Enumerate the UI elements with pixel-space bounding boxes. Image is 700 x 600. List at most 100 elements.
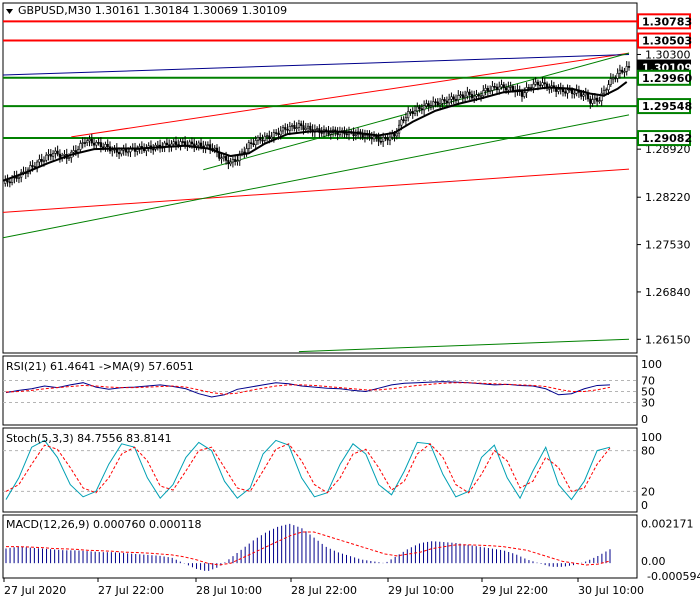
candle-body — [270, 136, 273, 140]
trend-line-red-lower — [2, 168, 630, 213]
candle-body — [234, 159, 237, 162]
candle-body — [491, 86, 494, 91]
candle-body — [404, 117, 408, 121]
candle-body — [377, 136, 380, 142]
time-axis-label: 29 Jul 22:00 — [482, 584, 548, 597]
candle-body — [172, 141, 175, 145]
stoch-axis-label: 80 — [641, 445, 655, 458]
candle-body — [466, 91, 469, 97]
level-tag-text: 1.30503 — [642, 35, 692, 48]
candle-body — [67, 157, 71, 159]
candle-body — [591, 99, 594, 104]
candle-body — [395, 132, 398, 137]
candle-body — [507, 86, 510, 91]
candle-body — [256, 136, 260, 141]
candle-body — [97, 142, 100, 144]
candle-body — [580, 92, 583, 97]
candle-body — [411, 111, 414, 115]
candle-body — [548, 88, 551, 90]
candle-body — [99, 142, 102, 148]
candle-body — [570, 89, 574, 94]
level-tag — [637, 69, 691, 86]
candle-body — [86, 140, 89, 143]
level-tag-text: 1.29960 — [642, 72, 692, 85]
candle-body — [623, 71, 626, 73]
candle-body — [90, 138, 93, 144]
candle-body — [31, 165, 34, 167]
candle-body — [452, 96, 455, 100]
candle-body — [454, 99, 458, 101]
candle-body — [354, 134, 357, 137]
candle-body — [290, 125, 294, 127]
candle-body — [450, 96, 453, 100]
candle-body — [40, 159, 43, 162]
candle-body — [199, 142, 203, 147]
candle-body — [520, 91, 524, 97]
trend-line-red-upper — [71, 52, 630, 138]
candle-body — [502, 84, 505, 89]
candle-body — [247, 142, 250, 149]
candle-body — [420, 108, 423, 111]
candle-body — [370, 136, 373, 140]
candle-body — [400, 119, 403, 126]
candle-body — [493, 86, 496, 88]
candle-body — [418, 106, 421, 109]
time-axis-label: 29 Jul 10:00 — [388, 584, 454, 597]
level-tag — [637, 98, 691, 115]
price-axis-label: 1.28220 — [645, 191, 691, 204]
candle-body — [250, 142, 253, 144]
stoch-axis-label: 0 — [641, 499, 648, 512]
candle-body — [484, 88, 487, 91]
candle-body — [254, 140, 257, 146]
candle-body — [206, 144, 209, 146]
candle-body — [188, 141, 191, 146]
level-tag — [637, 32, 691, 49]
rsi-axis-label: 30 — [641, 397, 655, 410]
macd-axis-label: 0.002171 — [641, 517, 694, 530]
candle-body — [409, 111, 412, 113]
candle-body — [416, 106, 419, 112]
candle-body — [470, 94, 474, 99]
candle-body — [432, 101, 435, 106]
candle-body — [259, 136, 262, 141]
candle-body — [79, 143, 82, 150]
candle-body — [425, 103, 428, 107]
candle-body — [220, 157, 223, 160]
candle-body — [316, 128, 319, 130]
rsi-axis-label: 50 — [641, 386, 655, 399]
candle-body — [293, 125, 296, 129]
candle-body — [300, 123, 303, 126]
candle-body — [582, 94, 585, 97]
candle-body — [475, 94, 478, 97]
candle-body — [611, 77, 615, 80]
candle-body — [557, 89, 560, 92]
candle-body — [229, 161, 232, 165]
candle-body — [445, 100, 448, 104]
candle-body — [434, 101, 437, 104]
candle-body — [275, 132, 278, 134]
candle-body — [448, 99, 451, 104]
time-axis-label: 28 Jul 22:00 — [291, 584, 357, 597]
candle-body — [530, 87, 533, 89]
candle-body — [393, 133, 396, 137]
candle-body — [438, 102, 442, 106]
candle-body — [236, 160, 239, 162]
rsi-axis-label: 100 — [641, 358, 662, 371]
candle-body — [252, 143, 255, 146]
candle-body — [286, 129, 289, 131]
candle-body — [8, 181, 11, 184]
level-tag-text: 1.29082 — [642, 132, 692, 145]
candle-body — [541, 82, 544, 86]
rsi-title: RSI(21) 61.4641 ->MA(9) 57.6051 — [6, 360, 194, 373]
stoch-axis-label: 100 — [641, 431, 662, 444]
candle-body — [56, 150, 59, 155]
level-tag — [637, 130, 691, 147]
candle-body — [281, 127, 285, 132]
candle-body — [543, 82, 546, 85]
candle-body — [38, 159, 41, 163]
candle-body — [51, 153, 55, 157]
candle-body — [222, 156, 225, 159]
pane-frame-1 — [2, 355, 638, 426]
